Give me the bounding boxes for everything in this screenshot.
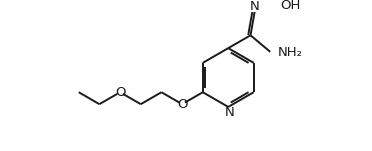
Text: O: O bbox=[115, 86, 125, 99]
Text: N: N bbox=[224, 106, 234, 119]
Text: NH₂: NH₂ bbox=[278, 46, 302, 59]
Text: N: N bbox=[250, 0, 260, 13]
Text: O: O bbox=[177, 98, 187, 111]
Text: OH: OH bbox=[281, 0, 301, 12]
